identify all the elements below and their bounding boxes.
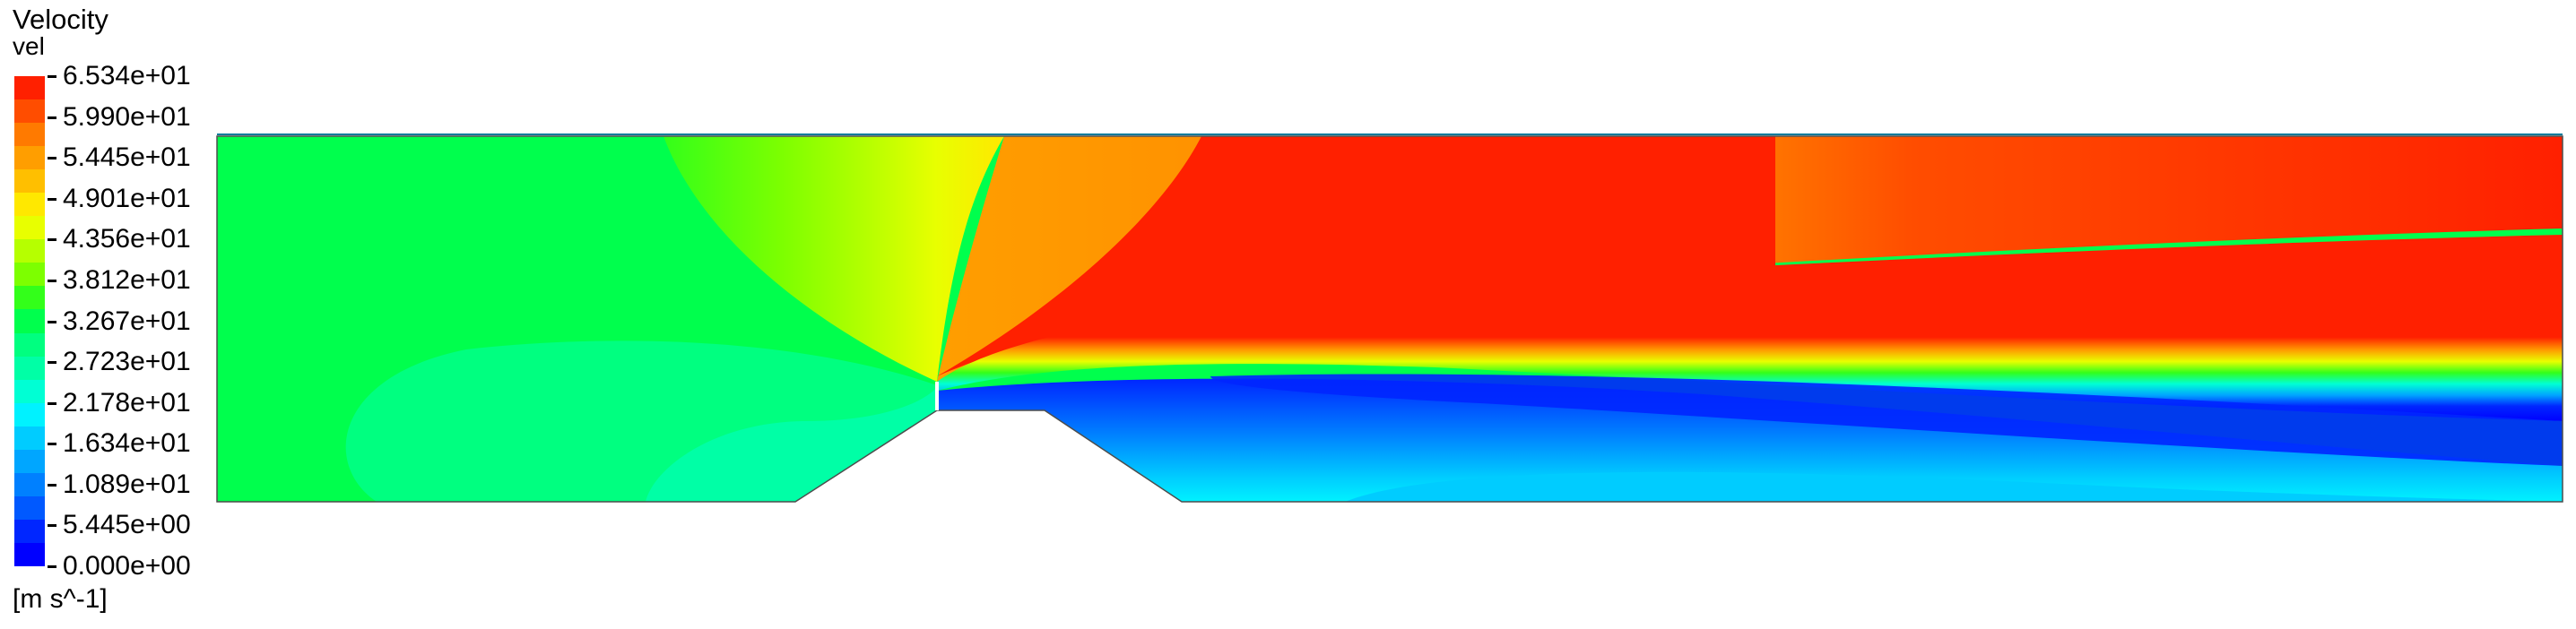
legend-swatch	[14, 76, 45, 100]
peak-velocity-zone	[937, 136, 1775, 376]
legend-tick-label: 5.445e+01	[63, 142, 191, 173]
legend-tick-label: 5.445e+00	[63, 510, 191, 540]
legend-swatch	[14, 193, 45, 217]
recirculation-zone	[937, 378, 2563, 502]
legend-swatch	[14, 123, 45, 147]
legend-title: Velocity	[13, 4, 108, 35]
legend-swatch	[14, 169, 45, 194]
shear-layer	[937, 235, 2563, 421]
legend-tick	[48, 238, 56, 242]
legend-swatch	[14, 449, 45, 474]
legend-swatch	[14, 216, 45, 240]
legend-swatch	[14, 495, 45, 521]
legend-tick	[48, 483, 56, 487]
legend-tick	[48, 75, 56, 78]
legend-tick	[48, 401, 56, 405]
legend-tick	[48, 361, 56, 365]
legend-tick-label: 6.534e+01	[63, 61, 191, 90]
legend-swatch	[14, 542, 45, 567]
legend-tick-label: 5.990e+01	[63, 101, 191, 132]
legend-swatch	[14, 309, 45, 334]
legend-tick	[48, 279, 56, 282]
legend-swatch	[14, 379, 45, 404]
legend-tick	[48, 197, 56, 201]
legend-swatch	[14, 472, 45, 497]
legend-tick	[48, 116, 56, 119]
legend-tick-label: 3.267e+01	[63, 306, 191, 336]
legend-tick	[48, 320, 56, 323]
bottom-wall-zone	[1345, 471, 2563, 502]
legend-tick	[48, 157, 56, 160]
legend-swatch	[14, 356, 45, 381]
legend-swatch	[14, 332, 45, 358]
legend-units: [m s^-1]	[13, 584, 108, 614]
legend-swatch	[14, 99, 45, 124]
legend-variable: vel	[13, 32, 45, 60]
legend-swatch	[14, 286, 45, 310]
legend-tick-label: 1.634e+01	[63, 428, 191, 459]
legend-tick-label: 4.901e+01	[63, 183, 191, 213]
legend-tick-label: 1.089e+01	[63, 469, 191, 499]
legend-tick-label: 2.178e+01	[63, 387, 191, 418]
legend-tick-label: 4.356e+01	[63, 224, 191, 254]
colorbar-legend: Velocity vel [m s^-1] 6.534e+01 5.990e+01…	[0, 0, 215, 629]
legend-tick	[48, 565, 56, 568]
legend-swatch	[14, 263, 45, 287]
legend-tick	[48, 524, 56, 528]
low-velocity-band	[1210, 374, 2563, 466]
legend-tick-label: 3.812e+01	[63, 264, 191, 295]
legend-swatch	[14, 146, 45, 170]
legend-swatch	[14, 519, 45, 544]
legend-swatch	[14, 402, 45, 427]
legend-tick	[48, 443, 56, 446]
legend-tick-label: 0.000e+00	[63, 551, 191, 581]
legend-tick-label: 2.723e+01	[63, 347, 191, 377]
legend-swatch	[14, 426, 45, 451]
legend-color-bar	[14, 76, 45, 567]
acceleration-fan	[664, 136, 1004, 382]
legend-swatch	[14, 239, 45, 263]
flow-domain	[217, 136, 2563, 502]
